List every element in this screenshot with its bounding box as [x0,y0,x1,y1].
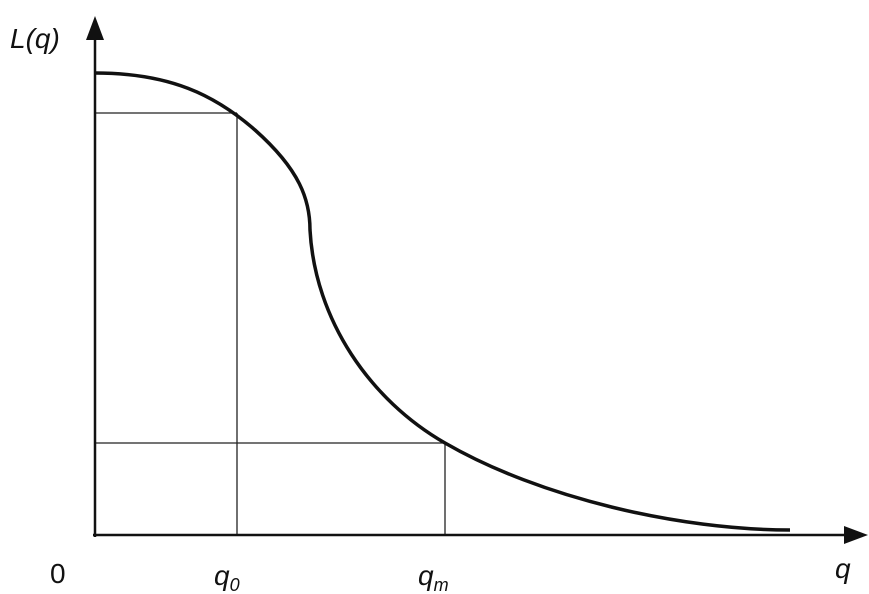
origin-label: 0 [50,558,66,589]
marker-base: q [214,560,230,591]
x-axis-arrow [844,526,868,544]
marker-subscript: 0 [230,575,240,594]
y-axis-arrow [86,16,104,40]
marker-label: q0 [214,560,240,594]
marker-subscript: m [434,575,449,594]
curve [94,71,791,532]
marker-base: q [418,560,434,591]
x-axis-label: q [835,553,851,584]
y-axis-label: L(q) [10,23,60,54]
marker-label: qm [418,560,449,594]
